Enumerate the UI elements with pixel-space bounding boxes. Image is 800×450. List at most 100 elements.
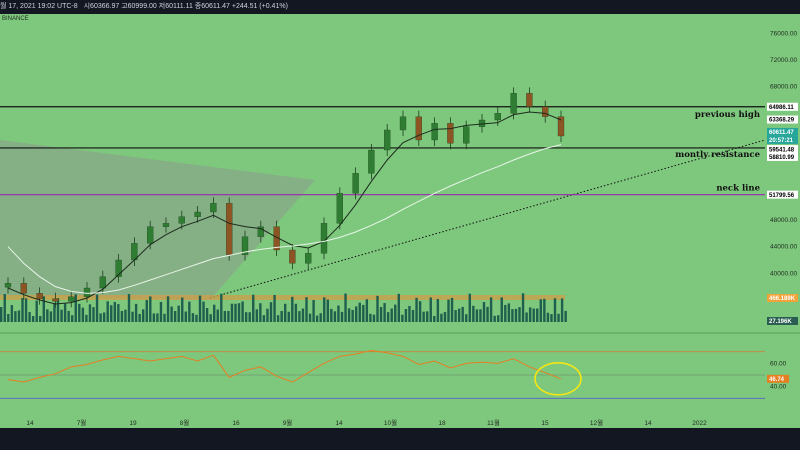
volume-bar <box>351 309 354 322</box>
candle <box>384 129 391 151</box>
time-tick-label: 8월 <box>180 418 190 427</box>
cup-pattern-shape <box>0 140 315 300</box>
volume-bar <box>117 304 120 322</box>
annotation-monthly-resistance: montly resistance <box>675 150 760 160</box>
volume-bar <box>181 297 184 322</box>
candle <box>447 123 454 144</box>
volume-bar <box>546 312 550 322</box>
price-tag <box>767 152 798 161</box>
volume-bar <box>365 299 369 322</box>
volume-bar <box>166 296 170 322</box>
volume-bar <box>383 303 386 322</box>
volume-bar <box>269 302 273 322</box>
volume-bar <box>401 314 404 322</box>
volume-bar <box>202 301 205 322</box>
short-moving-average <box>7 111 562 305</box>
volume-bar <box>386 312 390 322</box>
volume-bar <box>550 314 553 322</box>
volume-bar <box>521 293 525 322</box>
volume-bar <box>376 295 379 322</box>
candle <box>241 236 249 255</box>
volume-bar <box>95 294 99 322</box>
volume-bar <box>504 304 507 322</box>
volume-bar <box>507 303 511 322</box>
price-tag <box>767 135 798 144</box>
candle <box>526 93 533 107</box>
time-tick-label: 14 <box>644 420 652 427</box>
volume-bar <box>0 307 3 322</box>
volume-bar <box>67 310 70 322</box>
volume-bar <box>234 303 237 322</box>
time-tick-label: 12월 <box>590 418 603 427</box>
candle <box>194 211 201 217</box>
volume-bar <box>482 302 486 322</box>
volume-bar <box>188 301 191 322</box>
time-tick-label: 18 <box>438 420 446 427</box>
highlight-circle <box>534 362 582 396</box>
candle <box>257 226 264 237</box>
rsi-value-label: 46.74 <box>769 377 785 383</box>
volume-bar <box>273 294 276 322</box>
volume-bar <box>230 303 234 322</box>
bottom-toolbar <box>0 428 800 450</box>
volume-bar <box>227 310 230 322</box>
volume-ma-band <box>0 295 565 300</box>
candle <box>115 259 122 277</box>
date-label: 월 17, 2021 19:02 UTC-8 <box>0 3 78 10</box>
volume-bar <box>163 313 166 322</box>
volume-bar <box>493 315 496 322</box>
volume-bar <box>237 303 241 322</box>
candle <box>510 93 517 114</box>
price-tag <box>767 102 798 111</box>
time-tick-label: 19 <box>129 420 137 427</box>
volume-bar <box>468 293 471 322</box>
volume-bar <box>411 309 415 322</box>
candle <box>162 223 170 227</box>
volume-bar <box>397 293 400 322</box>
volume-bar <box>415 297 418 322</box>
volume-bar <box>379 307 383 322</box>
candle <box>352 173 359 194</box>
price-tag <box>767 145 798 154</box>
volume-bar <box>28 312 31 322</box>
volume-bar <box>56 298 60 322</box>
volume-bar <box>404 308 408 322</box>
volume-bar <box>287 311 290 322</box>
price-tag-label: 59541.48 <box>769 147 795 153</box>
volume-bar <box>518 307 521 322</box>
candle <box>415 116 422 141</box>
volume-bar <box>152 313 156 322</box>
volume-bar <box>301 308 305 322</box>
volume-bar <box>276 315 280 322</box>
volume-bar <box>447 299 450 322</box>
volume-bar <box>347 308 351 322</box>
volume-bar <box>486 306 489 322</box>
volume-bar <box>42 296 45 322</box>
annotation-neck-line: neck line <box>716 184 760 194</box>
volume-bar <box>223 310 227 322</box>
volume-bar <box>113 301 116 322</box>
volume-bar <box>21 298 24 322</box>
candle <box>320 223 328 254</box>
volume-bar <box>436 298 440 322</box>
volume-bar <box>198 295 202 322</box>
volume-bar <box>323 297 326 322</box>
volume-bar <box>102 312 106 322</box>
price-tick-label: 48000.00 <box>770 217 797 224</box>
candle <box>20 283 27 294</box>
volume-bar <box>71 315 74 322</box>
volume-bar <box>298 311 301 322</box>
volume-bar <box>326 299 329 322</box>
volume-bar <box>394 304 397 322</box>
volume-bar <box>60 309 63 322</box>
long-moving-average <box>7 144 562 294</box>
candle <box>336 193 343 224</box>
volume-bar <box>525 312 528 322</box>
price-tick-label: 68000.00 <box>770 84 797 91</box>
candle <box>399 116 407 131</box>
price-tag-label: 60611.47 <box>769 130 794 136</box>
volume-bar <box>291 296 294 322</box>
volume-bar <box>280 310 283 322</box>
